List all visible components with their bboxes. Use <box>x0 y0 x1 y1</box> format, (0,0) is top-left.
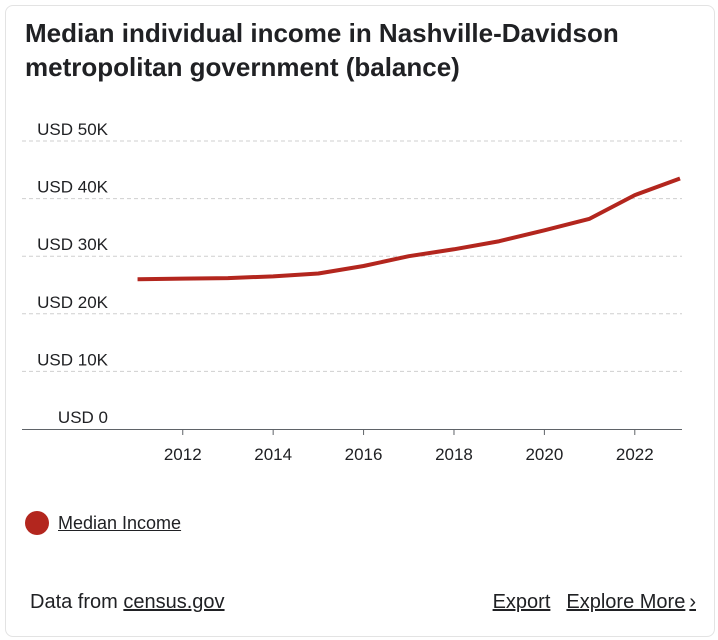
explore-more-link[interactable]: Explore More › <box>566 591 696 613</box>
legend-item-median-income[interactable]: Median Income <box>25 511 181 535</box>
y-tick-label: USD 30K <box>37 235 109 254</box>
y-tick-label: USD 50K <box>37 120 109 139</box>
series-line-median-income <box>137 176 681 282</box>
x-tick-label: 2016 <box>345 445 383 464</box>
chart-card <box>5 5 715 637</box>
x-tick-label: 2012 <box>164 445 202 464</box>
y-tick-label: USD 10K <box>37 350 109 369</box>
x-tick-label: 2014 <box>254 445 292 464</box>
x-tick-label: 2018 <box>435 445 473 464</box>
y-tick-label: USD 0 <box>58 408 108 427</box>
chevron-right-icon: › <box>689 591 696 613</box>
export-link[interactable]: Export <box>492 591 551 613</box>
x-tick-label: 2020 <box>525 445 563 464</box>
source-link[interactable]: census.gov <box>123 591 225 613</box>
data-source: Data from census.gov <box>30 591 225 614</box>
chart-title: Median individual income in Nashville-Da… <box>25 18 619 82</box>
footer-actions: Export Explore More › <box>477 591 696 614</box>
chart-footer: Data from census.gov Export Explore More › <box>30 591 696 614</box>
explore-more-label: Explore More <box>566 591 686 613</box>
y-tick-label: USD 40K <box>37 178 109 197</box>
legend-swatch-icon <box>25 511 49 535</box>
legend-label: Median Income <box>58 512 182 533</box>
source-prefix: Data from <box>30 591 118 613</box>
y-tick-label: USD 20K <box>37 293 109 312</box>
x-tick-label: 2022 <box>616 445 654 464</box>
